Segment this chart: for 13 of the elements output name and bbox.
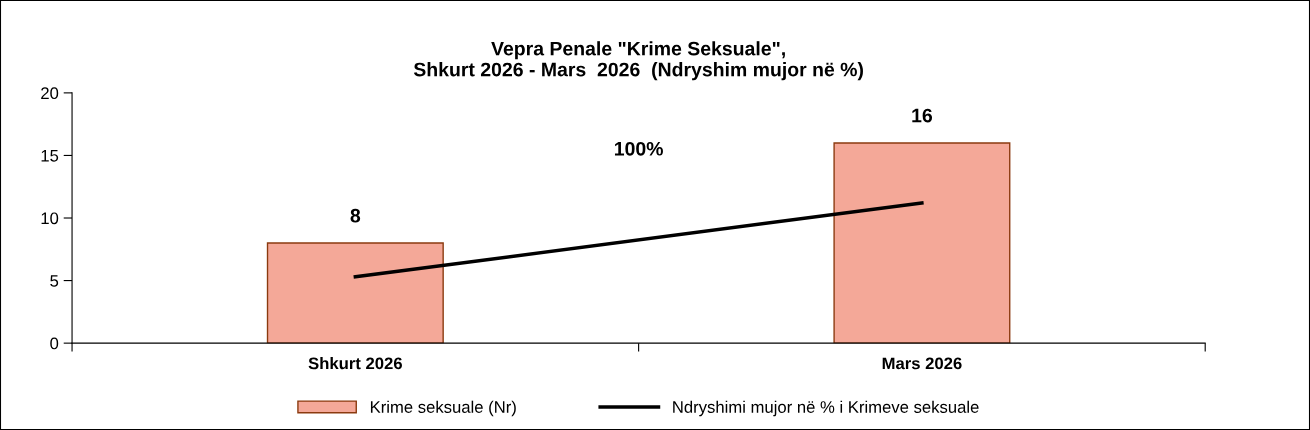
y-tick-label: 5	[50, 275, 59, 287]
y-tick-label: 15	[41, 150, 59, 162]
chart-title: Vepra Penale "Krime Seksuale", Shkurt 2026 - Mars 2026 (Ndryshim mujor në %)	[413, 41, 863, 81]
y-tick-label: 0	[50, 337, 59, 350]
y-tick-label: 20	[41, 87, 59, 100]
annotation: 100%	[614, 141, 663, 156]
legend-label: Ndryshimi mujor në % i Krimeve seksuale	[673, 400, 979, 417]
x-tick-label: Mars 2026	[882, 357, 962, 370]
data-label: 16	[912, 108, 933, 123]
legend-label: Krime seksuale (Nr)	[370, 400, 516, 417]
y-tick-label: 10	[41, 212, 59, 225]
data-label: 8	[350, 208, 361, 223]
x-tick-label: Shkurt 2026	[308, 357, 402, 370]
